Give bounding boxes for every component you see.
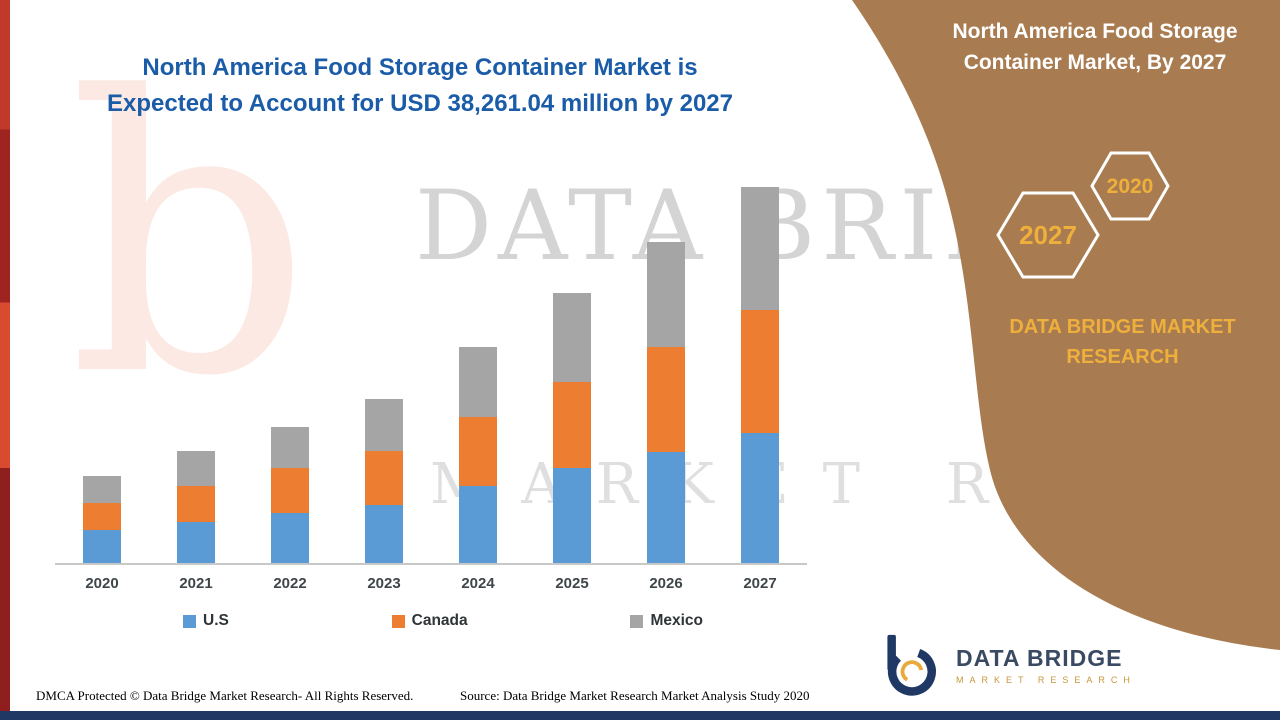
x-axis-label: 2022 (273, 575, 307, 592)
stacked-bar-2025 (553, 293, 591, 563)
bar-segment-U.S (647, 452, 685, 563)
dmca-notice: DMCA Protected © Data Bridge Market Rese… (36, 688, 414, 703)
side-panel-title: North America Food Storage Container Mar… (952, 20, 1238, 74)
bar-segment-U.S (459, 486, 497, 563)
databridge-logo-text: DATA BRIDGE MARKET RESEARCH (956, 645, 1136, 685)
bar-segment-U.S (271, 513, 309, 563)
bar-segment-U.S (177, 522, 215, 563)
x-axis-label: 2027 (743, 575, 777, 592)
bar-segment-Canada (365, 451, 403, 505)
bar-cell (525, 173, 619, 563)
bar-segment-U.S (741, 433, 779, 563)
bar-plot (55, 173, 807, 565)
bar-cell (149, 173, 243, 563)
stacked-bar-2022 (271, 427, 309, 563)
bar-cell (713, 173, 807, 563)
legend-swatch (391, 614, 405, 628)
chart-title-line1: North America Food Storage Container Mar… (142, 54, 698, 81)
hexagon-badge-2020-label: 2020 (1107, 175, 1154, 198)
hexagon-badge-2027: 2027 (996, 191, 1100, 279)
legend-swatch (630, 614, 644, 628)
side-panel-brand-text: DATA BRIDGE MARKET RESEARCH (1009, 316, 1236, 368)
bar-segment-Canada (741, 310, 779, 433)
stacked-bar-2024 (459, 347, 497, 563)
databridge-logo: DATA BRIDGE MARKET RESEARCH (878, 632, 1136, 698)
bar-segment-Mexico (553, 293, 591, 382)
x-axis-label: 2020 (85, 575, 119, 592)
bar-segment-Canada (83, 503, 121, 530)
source-note: Source: Data Bridge Market Research Mark… (460, 688, 810, 703)
bar-segment-Mexico (459, 347, 497, 417)
bar-segment-Mexico (177, 451, 215, 486)
bar-segment-Canada (459, 417, 497, 486)
legend-label: U.S (203, 612, 229, 629)
logo-name: DATA BRIDGE (956, 645, 1123, 671)
x-axis-labels: 2020 2021 2022 2023 2024 2025 2026 2027 (55, 565, 807, 592)
bar-segment-Mexico (647, 242, 685, 347)
chart-title: North America Food Storage Container Mar… (70, 50, 770, 122)
x-axis-label: 2024 (461, 575, 495, 592)
chart-title-line2: Expected to Account for USD 38,261.04 mi… (107, 90, 733, 117)
stacked-bar-2020 (83, 476, 121, 563)
legend-swatch (183, 614, 196, 628)
bar-segment-U.S (365, 505, 403, 563)
x-axis-label: 2026 (649, 575, 683, 592)
bar-cell (337, 173, 431, 563)
legend-item-Canada: Canada (391, 612, 468, 630)
bar-segment-U.S (83, 530, 121, 563)
bar-segment-Mexico (365, 399, 403, 451)
bottom-accent-bar (0, 711, 1280, 720)
chart-legend: U.S Canada Mexico (183, 612, 703, 630)
x-axis-label: 2025 (555, 575, 589, 592)
hexagon-badge-2027-label: 2027 (1019, 220, 1077, 250)
legend-label: Mexico (650, 612, 703, 629)
hexagon-badge-2020: 2020 (1090, 151, 1170, 221)
stacked-bar-2023 (365, 399, 403, 563)
stacked-bar-2026 (647, 242, 685, 563)
bar-segment-Canada (271, 468, 309, 513)
stacked-bar-2027 (741, 187, 779, 563)
bar-segment-Canada (177, 486, 215, 522)
x-axis-label: 2023 (367, 575, 401, 592)
bar-cell (243, 173, 337, 563)
databridge-logo-icon (887, 634, 936, 696)
legend-item-U.S: U.S (183, 612, 229, 630)
bar-segment-Mexico (271, 427, 309, 468)
stacked-bar-2021 (177, 451, 215, 563)
bar-segment-U.S (553, 468, 591, 563)
bar-segment-Canada (553, 382, 591, 468)
legend-label: Canada (411, 612, 468, 629)
bar-segment-Mexico (741, 187, 779, 310)
bar-cell (619, 173, 713, 563)
legend-item-Mexico: Mexico (630, 612, 703, 630)
bar-cell (55, 173, 149, 563)
bar-segment-Canada (647, 347, 685, 452)
x-axis-label: 2021 (179, 575, 213, 592)
stacked-bar-chart: 2020 2021 2022 2023 2024 2025 2026 2027 U.S Cana… (55, 173, 807, 630)
bar-segment-Mexico (83, 476, 121, 503)
bar-cell (431, 173, 525, 563)
logo-subtitle: MARKET RESEARCH (956, 675, 1136, 685)
left-accent-strip (0, 0, 10, 720)
